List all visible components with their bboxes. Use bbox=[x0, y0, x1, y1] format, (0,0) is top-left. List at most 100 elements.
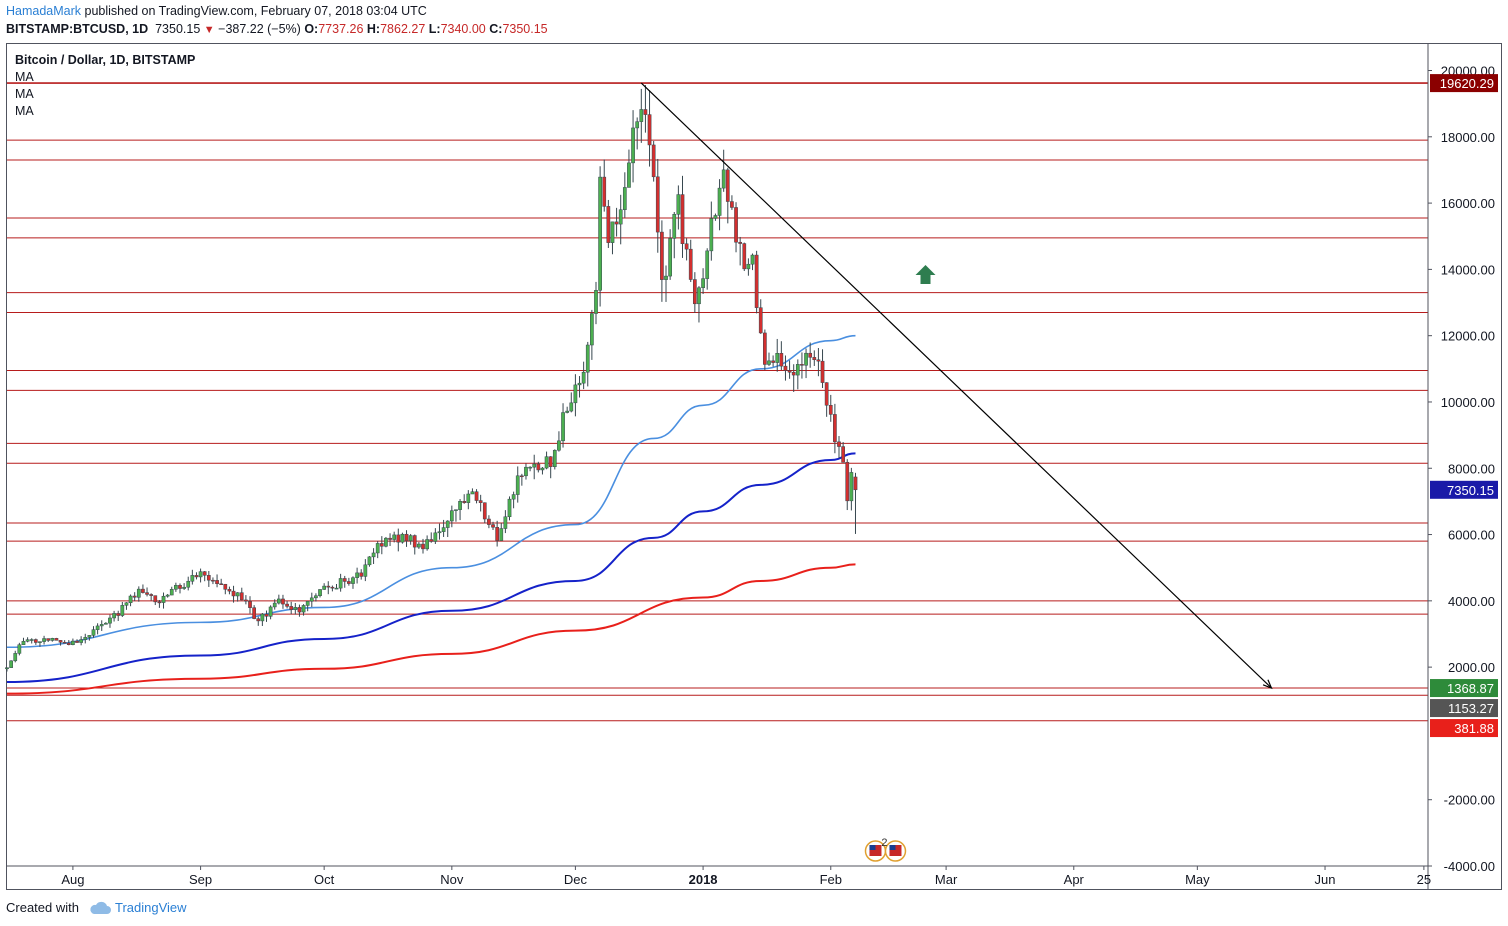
candle bbox=[820, 349, 825, 388]
candle-body-down bbox=[252, 607, 256, 619]
x-tick-label: Mar bbox=[935, 872, 958, 887]
candle bbox=[128, 594, 133, 607]
candle bbox=[42, 635, 46, 645]
tradingview-link[interactable]: TradingView bbox=[114, 900, 187, 915]
legend-ma-3[interactable]: MA bbox=[15, 104, 34, 118]
chart-frame[interactable] bbox=[6, 43, 1502, 890]
candle bbox=[359, 569, 364, 580]
moving-average-line bbox=[6, 563, 856, 695]
candle-body-down bbox=[75, 640, 79, 643]
candle-body-up bbox=[577, 382, 582, 386]
legend-ma-1[interactable]: MA bbox=[15, 70, 34, 84]
candle bbox=[511, 491, 516, 509]
candle-body-up bbox=[449, 510, 454, 522]
candle-body-down bbox=[734, 207, 738, 243]
candle-body-down bbox=[202, 571, 207, 576]
candle bbox=[853, 472, 858, 534]
legend-ma-2[interactable]: MA bbox=[15, 87, 34, 101]
candle bbox=[276, 594, 281, 605]
candle bbox=[717, 179, 722, 231]
candle-body-up bbox=[767, 360, 771, 365]
candle-body-up bbox=[721, 169, 726, 189]
candle-body-up bbox=[532, 463, 537, 468]
price-badges: 19620.29 7350.15 1368.87 1153.27 381.88 bbox=[1430, 74, 1498, 738]
candle-body-down bbox=[647, 114, 652, 146]
candle bbox=[351, 576, 355, 589]
candle bbox=[293, 603, 298, 615]
candle bbox=[95, 623, 100, 635]
candle bbox=[9, 660, 13, 668]
candle-body-up bbox=[804, 352, 808, 366]
candle bbox=[787, 360, 792, 379]
candle-body-down bbox=[482, 502, 487, 520]
candle bbox=[145, 587, 149, 597]
candle bbox=[783, 355, 788, 381]
candle bbox=[417, 542, 421, 549]
candle-body-up bbox=[276, 598, 281, 604]
candle bbox=[404, 530, 409, 547]
candle-body-up bbox=[709, 218, 714, 252]
candle bbox=[573, 374, 578, 417]
candle bbox=[767, 352, 771, 366]
candle bbox=[524, 463, 528, 480]
candle bbox=[548, 456, 553, 479]
candle-body-up bbox=[697, 287, 701, 305]
close-value: 7350.15 bbox=[502, 22, 548, 36]
candle-body-down bbox=[223, 583, 228, 590]
candle bbox=[367, 556, 372, 567]
candle-body-down bbox=[66, 642, 71, 645]
candle-body-down bbox=[495, 527, 499, 541]
candle-body-up bbox=[433, 532, 438, 542]
annotations: 2 bbox=[864, 265, 936, 862]
candle-body-down bbox=[281, 598, 285, 605]
candle-body-up bbox=[301, 605, 306, 613]
candle-body-down bbox=[342, 578, 347, 582]
candle-body-up bbox=[664, 275, 668, 280]
candle-body-down bbox=[33, 639, 38, 643]
candle-body-up bbox=[355, 572, 359, 578]
candle bbox=[754, 250, 759, 314]
event-count-label: 2 bbox=[881, 837, 887, 849]
author-link[interactable]: HamadaMark bbox=[6, 4, 82, 18]
candle bbox=[219, 578, 224, 585]
candle bbox=[668, 229, 672, 280]
candle bbox=[239, 587, 244, 601]
candle-body-up bbox=[750, 254, 755, 265]
y-tick-label: 10000.00 bbox=[1441, 395, 1495, 410]
candle-body-up bbox=[392, 534, 397, 540]
candle-body-down bbox=[808, 352, 813, 358]
candle bbox=[618, 194, 623, 245]
trendline bbox=[640, 82, 1272, 689]
candle-body-up bbox=[437, 531, 442, 534]
candle bbox=[235, 592, 240, 602]
candle bbox=[21, 637, 26, 645]
candle bbox=[281, 594, 285, 609]
candle-body-up bbox=[622, 187, 627, 210]
candle bbox=[779, 341, 784, 371]
candle bbox=[355, 567, 359, 584]
candle-body-up bbox=[21, 641, 26, 645]
x-tick-label: May bbox=[1185, 872, 1210, 887]
candle-body-down bbox=[725, 169, 730, 202]
candle bbox=[190, 569, 195, 585]
candle bbox=[565, 406, 570, 414]
candle-body-down bbox=[145, 592, 149, 595]
candle-body-down bbox=[478, 500, 483, 503]
candle bbox=[602, 159, 607, 212]
candle bbox=[775, 338, 780, 372]
candle-body-down bbox=[239, 592, 244, 601]
candle-body-up bbox=[186, 580, 191, 588]
candle-body-up bbox=[128, 595, 133, 604]
y-tick-label: -4000.00 bbox=[1444, 859, 1495, 874]
candle-body-down bbox=[244, 599, 248, 602]
candle bbox=[449, 505, 454, 528]
candle-body-down bbox=[820, 360, 825, 383]
candle bbox=[528, 466, 532, 472]
candle-body-up bbox=[581, 371, 586, 384]
candle bbox=[742, 242, 747, 272]
flag-canton bbox=[869, 845, 876, 850]
candle-body-up bbox=[260, 613, 265, 622]
candle bbox=[5, 667, 9, 672]
candle-body-up bbox=[334, 587, 339, 590]
